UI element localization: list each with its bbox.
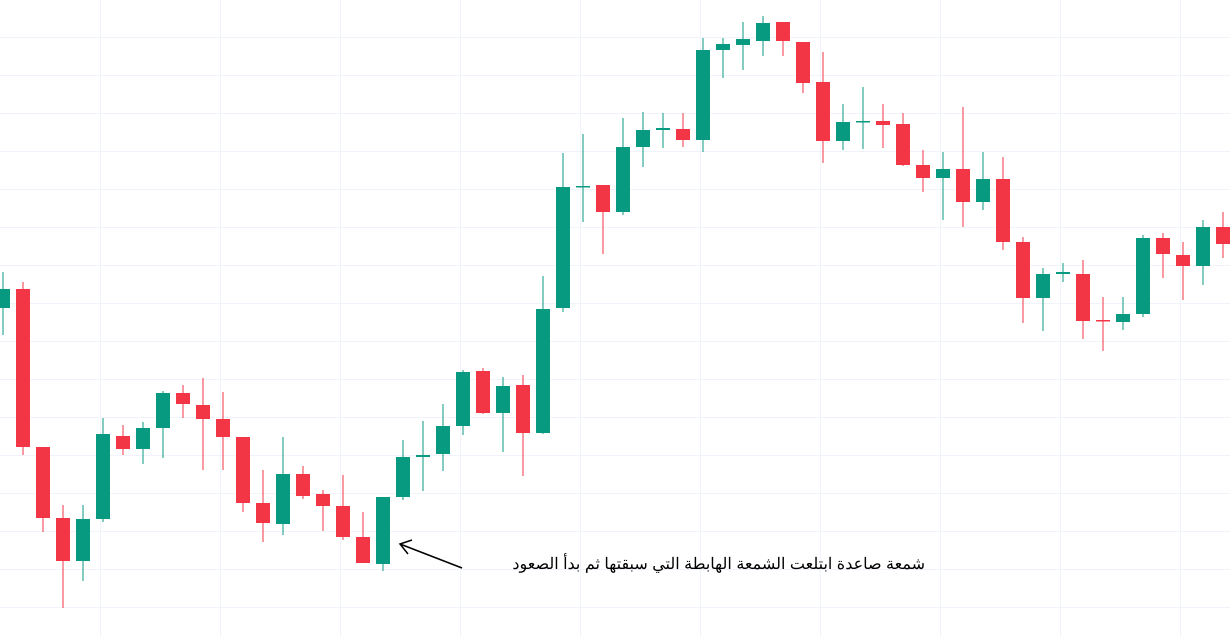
candle-body: [0, 289, 10, 308]
candle-body: [116, 436, 130, 449]
candle-body: [576, 186, 590, 188]
candle-body: [736, 39, 750, 45]
candle-body: [896, 124, 910, 165]
candle-body: [676, 129, 690, 140]
annotation-arrow: [398, 539, 463, 569]
annotation: شمعة صاعدة ابتلعت الشمعة الهابطة التي سب…: [512, 553, 925, 573]
candle-body: [716, 44, 730, 50]
candle-body: [596, 185, 610, 212]
candle-body: [936, 169, 950, 178]
candle-body: [456, 372, 470, 426]
candle-body: [636, 130, 650, 147]
candle-body: [1136, 238, 1150, 314]
candle-body: [836, 122, 850, 141]
candle-body: [656, 128, 670, 130]
candle-body: [756, 23, 770, 41]
candle-body: [436, 426, 450, 454]
candle-body: [196, 405, 210, 419]
candle-body: [776, 22, 790, 41]
candle-body: [56, 518, 70, 561]
candle-body: [1016, 242, 1030, 298]
candle-body: [856, 121, 870, 123]
candle-body: [1196, 227, 1210, 266]
candle-body: [556, 187, 570, 308]
candle-body: [76, 519, 90, 561]
candle-body: [96, 434, 110, 519]
candle-body: [36, 447, 50, 518]
candles: [0, 16, 1230, 608]
candle-body: [696, 50, 710, 140]
candle-body: [156, 393, 170, 428]
candle-body: [1176, 255, 1190, 266]
candle-body: [16, 289, 30, 447]
candle-body: [1216, 227, 1230, 244]
candle-body: [316, 494, 330, 506]
candle-body: [496, 386, 510, 413]
candle-body: [336, 506, 350, 537]
candle-body: [476, 371, 490, 413]
candle-body: [536, 309, 550, 433]
candle-body: [876, 121, 890, 125]
candle-body: [816, 82, 830, 141]
candle-body: [1076, 274, 1090, 321]
candle-body: [1036, 274, 1050, 298]
candle-body: [216, 419, 230, 437]
candle-body: [916, 165, 930, 178]
candle-body: [616, 147, 630, 212]
candle-body: [1156, 238, 1170, 254]
candle-body: [1116, 314, 1130, 322]
candle-body: [236, 437, 250, 503]
candle-body: [996, 179, 1010, 242]
candle-body: [796, 42, 810, 83]
candle-body: [256, 503, 270, 523]
candle-body: [1056, 272, 1070, 274]
candle-body: [976, 179, 990, 202]
candle-body: [1096, 320, 1110, 322]
candle-body: [396, 457, 410, 497]
candle-body: [136, 428, 150, 449]
candle-body: [516, 385, 530, 433]
candle-body: [376, 497, 390, 564]
candle-body: [296, 474, 310, 496]
candle-body: [276, 474, 290, 524]
candle-body: [956, 169, 970, 202]
candle-body: [356, 537, 370, 563]
candle-body: [176, 393, 190, 404]
candle-body: [416, 455, 430, 457]
